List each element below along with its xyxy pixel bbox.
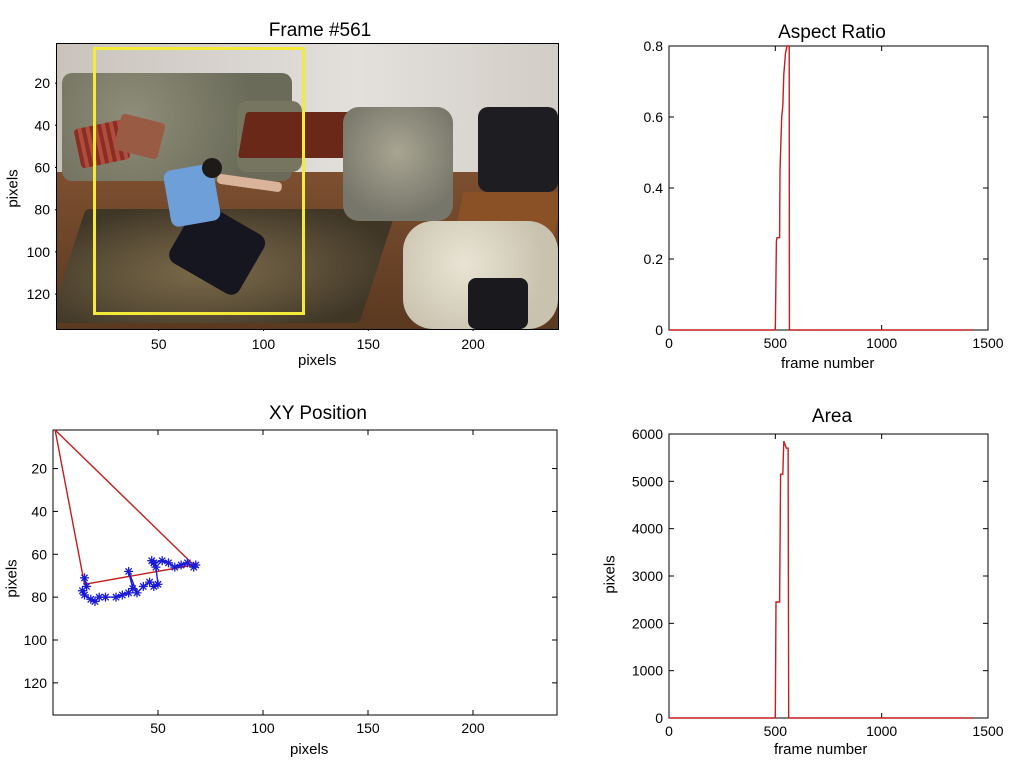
area-title: Area — [811, 406, 853, 427]
xy-position-data-point — [191, 560, 201, 570]
aspect-ratio-ytick-label: 0.4 — [644, 180, 664, 196]
area-ytick-label: 0 — [655, 710, 663, 726]
aspect-ratio-xtick-label: 1500 — [972, 335, 1003, 351]
aspect-ratio-xtick-label: 500 — [764, 335, 788, 351]
xy-position-data-point — [80, 573, 89, 583]
xy-position-xtick-label: 150 — [356, 720, 380, 736]
xy-position-data-point — [132, 588, 142, 598]
xy-position-data-point — [124, 588, 134, 598]
aspect-ratio-xtick-label: 0 — [665, 335, 673, 351]
xy-position-plot-frame — [52, 429, 558, 716]
area-plot-frame — [668, 433, 989, 719]
xy-position-data-point — [124, 566, 134, 576]
area-xlabel: frame number — [774, 741, 868, 758]
area-ytick-label: 4000 — [632, 521, 663, 537]
frame-axes: 50 100 150 200 20 40 60 80 100 120 — [27, 75, 485, 352]
frame-ytick-label: 40 — [34, 117, 50, 133]
aspect-ratio-title: Aspect Ratio — [778, 22, 886, 43]
aspect-ratio-ytick-label: 0.8 — [644, 38, 664, 54]
xy-position-xtick-label: 200 — [461, 720, 485, 736]
xy-position-data-point — [153, 579, 163, 589]
aspect-ratio-series-line — [669, 45, 974, 331]
xy-position-data-point — [149, 558, 159, 568]
aspect-ratio-xtick-label: 1000 — [866, 335, 897, 351]
frame-xlabel: pixels — [298, 352, 337, 369]
detection-bounding-box — [93, 47, 305, 315]
xy-position-series-line — [54, 429, 196, 586]
xy-position-ytick-label: 60 — [31, 546, 47, 562]
xy-position-ytick-label: 40 — [31, 503, 47, 519]
person-head — [202, 158, 223, 178]
video-frame-image — [56, 43, 559, 330]
area-ytick-label: 2000 — [632, 615, 663, 631]
area-ytick-label: 6000 — [632, 426, 663, 442]
xy-position-ytick-label: 120 — [24, 675, 48, 691]
area-ylabel: pixels — [601, 555, 619, 594]
frame-ytick-label: 20 — [34, 75, 50, 91]
aspect-ratio-ytick-label: 0.6 — [644, 109, 664, 125]
aspect-ratio-plot-frame — [668, 45, 989, 331]
xy-position-data-point — [138, 581, 148, 591]
area-xtick-label: 1000 — [866, 723, 897, 739]
frame-xtick-label: 200 — [461, 336, 485, 352]
area-ytick-label: 3000 — [632, 568, 663, 584]
frame-xtick-label: 150 — [357, 336, 381, 352]
frame-panel-title: Frame #561 — [268, 20, 372, 41]
xy-position-ytick-label: 20 — [31, 461, 47, 477]
area-ytick-label: 1000 — [632, 663, 663, 679]
aspect-ratio-chart: 0 500 1000 1500 0 0.2 0.4 0.6 0.8 — [644, 38, 1004, 351]
xy-position-ytick-label: 80 — [31, 589, 47, 605]
area-xtick-label: 0 — [665, 723, 673, 739]
xy-position-title: XY Position — [269, 403, 367, 424]
frame-ytick-label: 120 — [27, 286, 51, 302]
xy-position-series-line — [81, 559, 197, 603]
frame-ytick-label: 80 — [34, 202, 50, 218]
area-ytick-label: 5000 — [632, 473, 663, 489]
xy-position-ytick-label: 100 — [24, 632, 48, 648]
xy-position-chart: 50 100 150 200 20 40 60 80 100 120 — [24, 429, 558, 736]
area-xtick-label: 500 — [764, 723, 788, 739]
frame-xtick-label: 50 — [151, 336, 167, 352]
xy-position-xtick-label: 50 — [150, 720, 166, 736]
frame-ytick-label: 60 — [34, 160, 50, 176]
area-series-line — [669, 440, 974, 719]
aspect-ratio-xlabel: frame number — [781, 355, 875, 372]
aspect-ratio-ytick-label: 0 — [655, 322, 663, 338]
aspect-ratio-ytick-label: 0.2 — [644, 251, 664, 267]
area-xtick-label: 1500 — [972, 723, 1003, 739]
xy-position-data-point — [128, 584, 138, 594]
frame-xtick-label: 100 — [252, 336, 276, 352]
xy-position-data-point — [182, 558, 192, 568]
scene-black-chair — [477, 106, 558, 193]
xy-position-xlabel: pixels — [290, 741, 329, 758]
xy-position-data-point — [164, 558, 173, 568]
xy-position-data-point — [80, 590, 89, 600]
xy-position-data-point — [101, 592, 110, 602]
frame-ytick-label: 100 — [27, 244, 51, 260]
scene-armchair — [342, 106, 453, 221]
scene-bag — [467, 277, 528, 329]
xy-position-xtick-label: 100 — [251, 720, 275, 736]
